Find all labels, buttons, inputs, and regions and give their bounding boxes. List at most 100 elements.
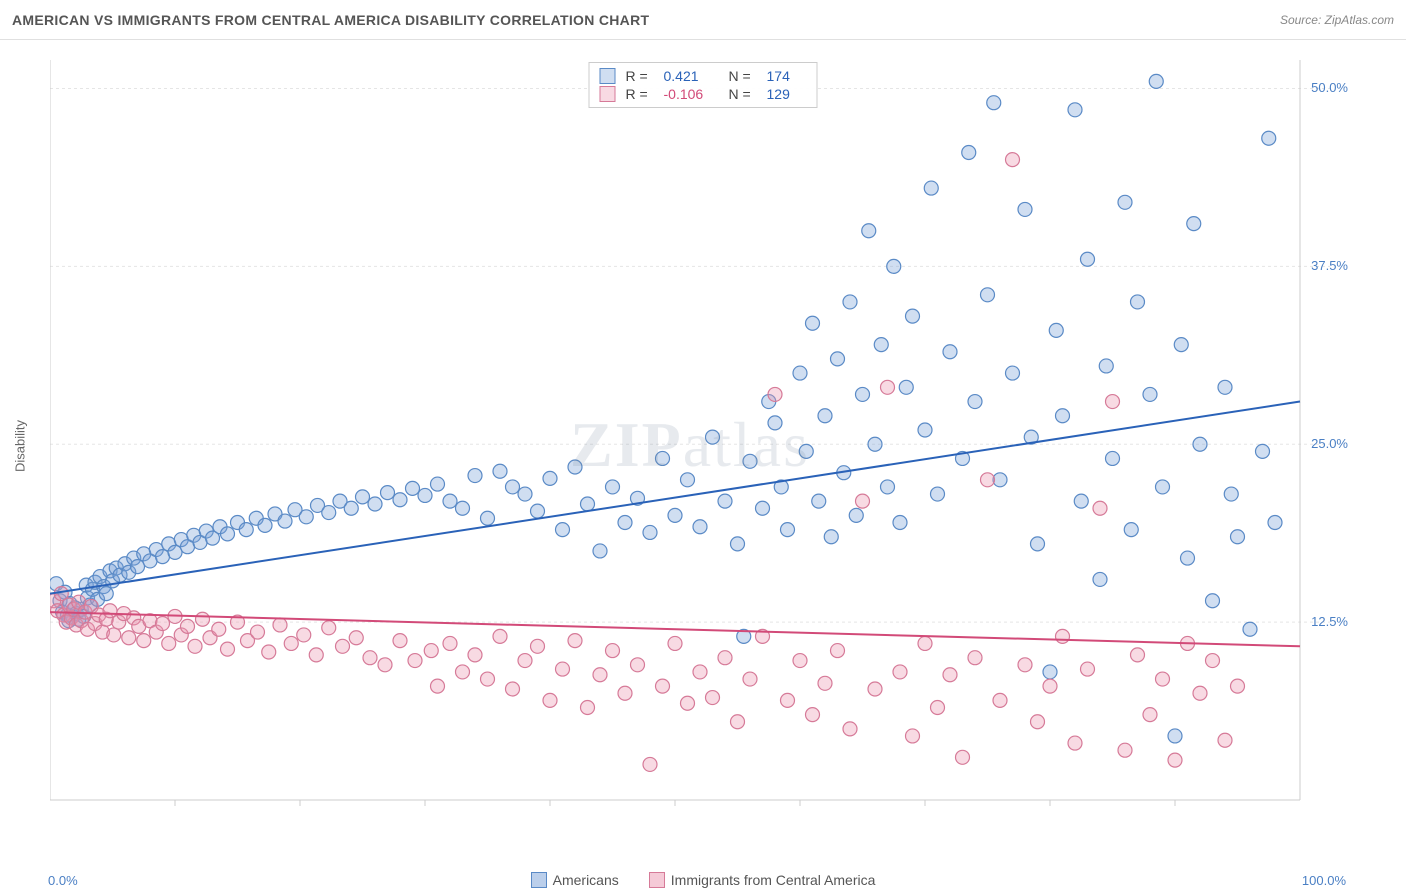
data-point (107, 628, 121, 642)
data-point (706, 430, 720, 444)
correlation-legend: R =0.421N =174R =-0.106N =129 (589, 62, 818, 108)
data-point (681, 473, 695, 487)
data-point (893, 516, 907, 530)
n-value: 129 (767, 86, 807, 102)
data-point (1106, 395, 1120, 409)
data-point (1118, 195, 1132, 209)
r-value: 0.421 (664, 68, 719, 84)
data-point (1074, 494, 1088, 508)
data-point (556, 523, 570, 537)
data-point (981, 473, 995, 487)
data-point (918, 423, 932, 437)
data-point (1256, 444, 1270, 458)
data-point (906, 309, 920, 323)
data-point (443, 636, 457, 650)
data-point (481, 672, 495, 686)
data-point (731, 715, 745, 729)
data-point (393, 493, 407, 507)
data-point (1218, 380, 1232, 394)
data-point (1056, 629, 1070, 643)
data-point (1131, 648, 1145, 662)
data-point (1143, 708, 1157, 722)
data-point (681, 696, 695, 710)
data-point (568, 460, 582, 474)
data-point (987, 96, 1001, 110)
data-point (781, 693, 795, 707)
data-point (618, 686, 632, 700)
data-point (1106, 451, 1120, 465)
scatter-chart (50, 60, 1330, 830)
data-point (856, 494, 870, 508)
data-point (931, 701, 945, 715)
data-point (731, 537, 745, 551)
data-point (881, 480, 895, 494)
data-point (818, 409, 832, 423)
trend-line (50, 402, 1300, 594)
data-point (278, 514, 292, 528)
legend-row: R =0.421N =174 (600, 67, 807, 85)
data-point (506, 682, 520, 696)
data-point (543, 693, 557, 707)
n-value: 174 (767, 68, 807, 84)
data-point (368, 497, 382, 511)
data-point (956, 750, 970, 764)
legend-row: R =-0.106N =129 (600, 85, 807, 103)
data-point (322, 621, 336, 635)
data-point (393, 634, 407, 648)
data-point (868, 682, 882, 696)
legend-swatch (600, 68, 616, 84)
data-point (993, 693, 1007, 707)
data-point (862, 224, 876, 238)
data-point (344, 501, 358, 515)
data-point (1156, 480, 1170, 494)
data-point (221, 642, 235, 656)
data-point (431, 477, 445, 491)
legend-label: Americans (553, 872, 619, 888)
data-point (381, 486, 395, 500)
y-axis-label: Disability (13, 420, 28, 472)
data-point (656, 679, 670, 693)
data-point (1224, 487, 1238, 501)
data-point (668, 636, 682, 650)
data-point (718, 651, 732, 665)
data-point (1043, 679, 1057, 693)
data-point (162, 636, 176, 650)
y-tick-label: 12.5% (1311, 614, 1348, 629)
data-point (137, 634, 151, 648)
data-point (831, 352, 845, 366)
n-label: N = (729, 86, 757, 102)
data-point (481, 511, 495, 525)
data-point (251, 625, 265, 639)
data-point (239, 523, 253, 537)
data-point (743, 454, 757, 468)
data-point (1206, 654, 1220, 668)
data-point (456, 665, 470, 679)
data-point (843, 722, 857, 736)
data-point (221, 527, 235, 541)
data-point (968, 651, 982, 665)
data-point (284, 636, 298, 650)
data-point (196, 612, 210, 626)
data-point (643, 757, 657, 771)
data-point (1093, 572, 1107, 586)
data-point (262, 645, 276, 659)
data-point (743, 672, 757, 686)
data-point (131, 560, 145, 574)
data-point (309, 648, 323, 662)
data-point (643, 525, 657, 539)
data-point (1174, 338, 1188, 352)
data-point (768, 416, 782, 430)
data-point (418, 488, 432, 502)
data-point (618, 516, 632, 530)
chart-header: AMERICAN VS IMMIGRANTS FROM CENTRAL AMER… (0, 0, 1406, 40)
chart-source: Source: ZipAtlas.com (1280, 13, 1394, 27)
data-point (356, 490, 370, 504)
data-point (122, 631, 136, 645)
y-tick-label: 25.0% (1311, 436, 1348, 451)
data-point (378, 658, 392, 672)
data-point (668, 508, 682, 522)
data-point (468, 648, 482, 662)
data-point (718, 494, 732, 508)
data-point (518, 487, 532, 501)
data-point (1231, 679, 1245, 693)
